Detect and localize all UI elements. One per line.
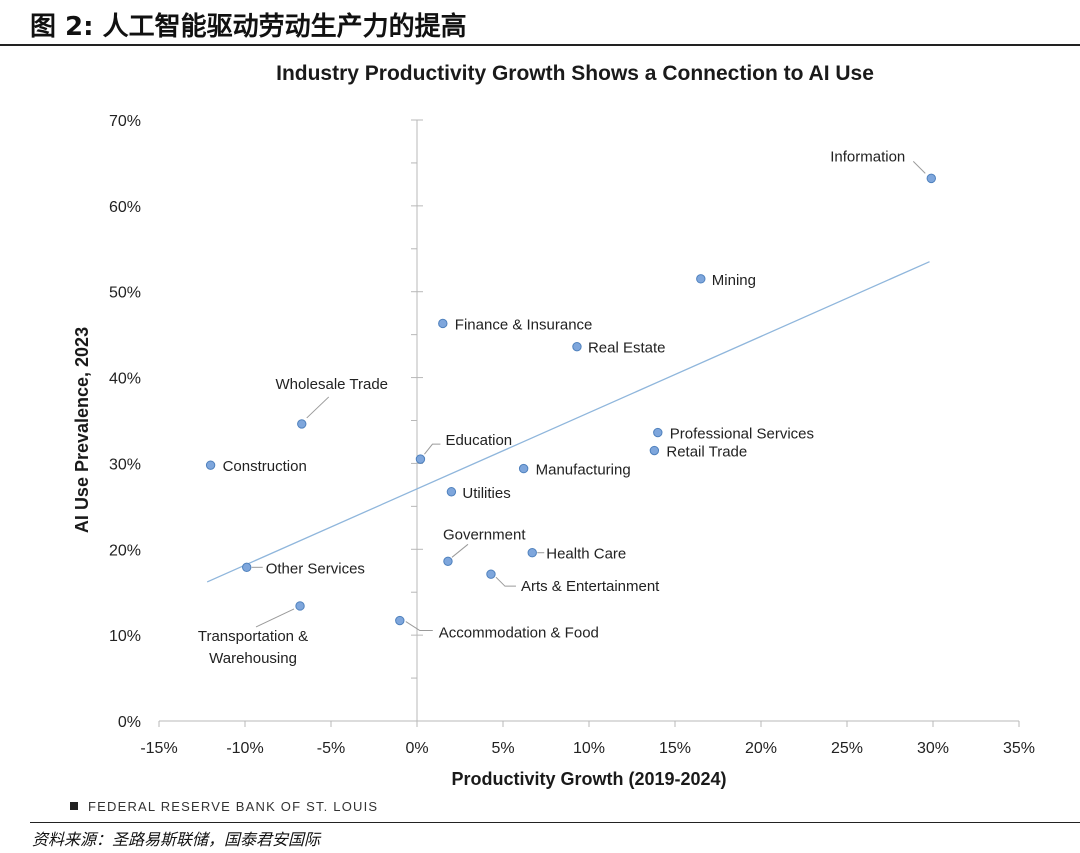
source-credit: FEDERAL RESERVE BANK OF ST. LOUIS <box>70 799 378 814</box>
leader-line <box>451 543 469 558</box>
leader-line <box>495 576 516 587</box>
x-tick-label: 0% <box>405 740 428 757</box>
figure-title: 图 2: 人工智能驱动劳动生产力的提高 <box>30 12 467 42</box>
trendline-layer <box>206 261 930 583</box>
leader-line <box>255 608 295 628</box>
x-tick-label: -15% <box>140 740 177 757</box>
data-label: Mining <box>712 272 756 289</box>
data-label: Construction <box>223 458 307 475</box>
chart-title: Industry Productivity Growth Shows a Con… <box>276 62 874 85</box>
leader-lines-layer <box>251 161 926 632</box>
data-point <box>572 341 582 352</box>
point-labels-layer: Information Mining Finance & Insurance Real… <box>198 148 905 667</box>
data-point <box>205 460 216 470</box>
leader-line <box>405 621 433 632</box>
data-label: Transportation & Warehousing <box>198 628 308 667</box>
x-tick-label: 35% <box>1003 740 1035 757</box>
data-label: Retail Trade <box>666 444 747 461</box>
data-label: Other Services <box>266 560 365 577</box>
data-label-line: Warehousing <box>209 650 297 667</box>
x-tick-label: 30% <box>917 740 949 757</box>
data-point <box>242 562 252 573</box>
x-tick-label: 10% <box>573 740 605 757</box>
data-label: Accommodation & Food <box>439 625 599 642</box>
data-point <box>446 487 457 497</box>
data-label: Professional Services <box>670 426 814 443</box>
y-tick-label: 40% <box>109 371 141 388</box>
x-tick-label: -5% <box>317 740 345 757</box>
source-credit-text: FEDERAL RESERVE BANK OF ST. LOUIS <box>88 799 379 814</box>
data-point <box>415 454 426 464</box>
data-point <box>395 615 405 626</box>
data-point <box>527 548 537 558</box>
data-point <box>926 173 936 184</box>
points-layer <box>205 173 936 626</box>
data-label: Real Estate <box>588 340 666 357</box>
x-tick-label: 5% <box>491 740 514 757</box>
leader-line <box>424 443 441 455</box>
x-tick-label: 25% <box>831 740 863 757</box>
data-label: Arts & Entertainment <box>521 578 660 595</box>
data-label: Government <box>443 526 526 543</box>
data-label: Health Care <box>546 546 626 563</box>
data-label: Wholesale Trade <box>275 376 388 393</box>
y-tick-label: 70% <box>109 113 141 130</box>
y-tick-label: 10% <box>109 628 141 645</box>
y-axis-title: AI Use Prevalence, 2023 <box>72 327 92 533</box>
leader-line <box>912 161 926 174</box>
data-point <box>653 427 663 438</box>
data-label: Manufacturing <box>536 462 631 479</box>
y-tick-label: 0% <box>118 714 141 731</box>
footer-source: 资料来源：圣路易斯联储，国泰君安国际 <box>32 830 321 849</box>
figure-header: 图 2: 人工智能驱动劳动生产力的提高 <box>0 0 1080 46</box>
data-label: Finance & Insurance <box>455 316 593 333</box>
data-point <box>696 274 706 284</box>
data-label-line: Transportation & <box>198 628 308 645</box>
data-label: Utilities <box>462 485 510 502</box>
x-tick-label: 15% <box>659 740 691 757</box>
y-tick-label: 20% <box>109 542 141 559</box>
data-point <box>297 419 307 429</box>
footer-divider <box>30 822 1080 823</box>
data-point <box>443 556 453 567</box>
y-tick-label: 60% <box>109 199 141 216</box>
data-point <box>518 463 529 474</box>
data-point <box>486 569 496 579</box>
x-tick-label: 20% <box>745 740 777 757</box>
x-tick-label: -10% <box>226 740 263 757</box>
axes-layer: -15% -10% -5% 0% 5% 10% 15% 20% 25% 30% 35% 0% 10% 20… <box>109 113 1035 757</box>
data-point <box>649 445 660 456</box>
data-point <box>295 601 305 611</box>
data-label: Information <box>830 148 905 165</box>
leader-line <box>306 396 330 419</box>
x-axis-title: Productivity Growth (2019-2024) <box>451 769 726 789</box>
credit-square-icon <box>70 802 78 810</box>
data-label: Education <box>445 432 512 449</box>
y-tick-label: 30% <box>109 456 141 473</box>
data-point <box>438 318 448 329</box>
trendline <box>206 261 930 583</box>
y-tick-label: 50% <box>109 285 141 302</box>
